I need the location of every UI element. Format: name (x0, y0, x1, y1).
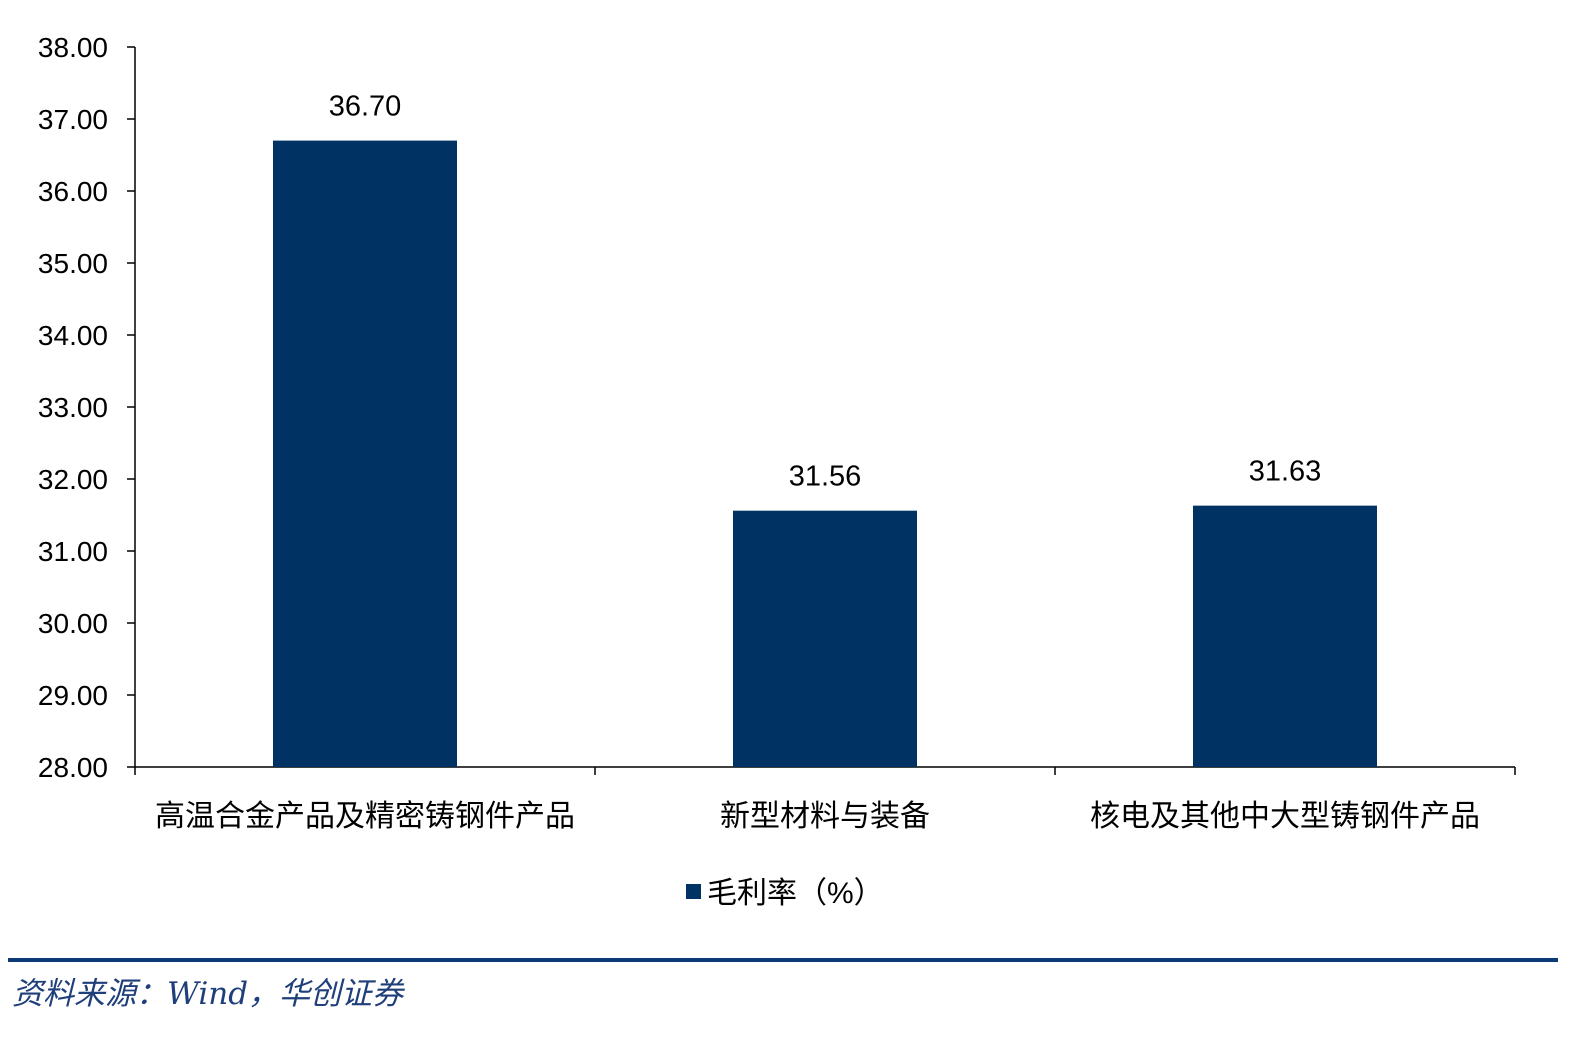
bar (273, 140, 457, 768)
y-tick-label: 30.00 (38, 608, 108, 639)
bar (1193, 505, 1377, 767)
legend-label: 毛利率（%） (707, 877, 884, 910)
y-tick-label: 34.00 (38, 320, 108, 351)
source-divider (8, 958, 1558, 962)
data-label: 31.63 (1249, 456, 1322, 488)
x-category-label: 新型材料与装备 (720, 800, 930, 833)
y-tick-label: 29.00 (38, 680, 108, 711)
y-tick-label: 36.00 (38, 176, 108, 207)
y-tick-label: 31.00 (38, 536, 108, 567)
y-tick-label: 35.00 (38, 248, 108, 279)
bar-chart: 28.00 29.00 30.00 31.00 32.00 33.00 34.00 35.00… (38, 32, 1516, 910)
x-category-label: 高温合金产品及精密铸钢件产品 (155, 800, 575, 833)
y-tick-label: 33.00 (38, 392, 108, 423)
data-label: 36.70 (329, 91, 402, 123)
y-tick-label: 38.00 (38, 32, 108, 63)
bar (733, 510, 917, 767)
legend-swatch (686, 884, 701, 899)
chart-area: 28.00 29.00 30.00 31.00 32.00 33.00 34.00 35.00… (38, 32, 1516, 910)
y-tick-label: 28.00 (38, 752, 108, 783)
y-tick-label: 37.00 (38, 104, 108, 135)
y-tick-label: 32.00 (38, 464, 108, 495)
x-category-label: 核电及其他中大型铸钢件产品 (1090, 800, 1480, 833)
source-note: 资料来源：Wind，华创证券 (12, 976, 404, 1012)
data-label: 31.56 (789, 461, 862, 493)
